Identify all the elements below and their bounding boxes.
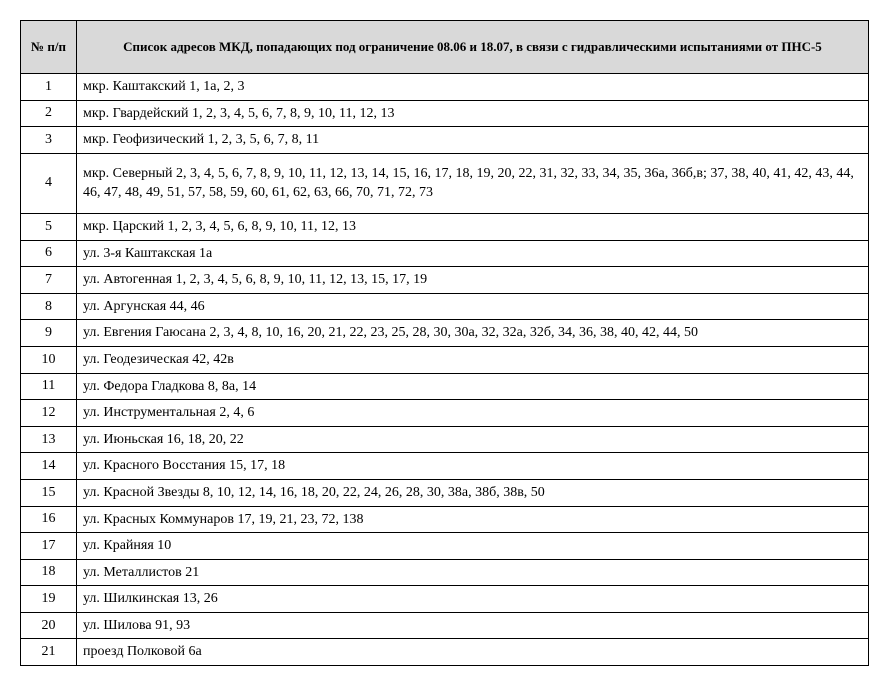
row-address: мкр. Гвардейский 1, 2, 3, 4, 5, 6, 7, 8,… [77, 100, 869, 127]
row-number: 1 [21, 74, 77, 101]
row-address: мкр. Северный 2, 3, 4, 5, 6, 7, 8, 9, 10… [77, 153, 869, 213]
row-number: 20 [21, 612, 77, 639]
row-address: ул. Шилкинская 13, 26 [77, 586, 869, 613]
table-row: 17ул. Крайняя 10 [21, 533, 869, 560]
row-number: 17 [21, 533, 77, 560]
table-row: 5мкр. Царский 1, 2, 3, 4, 5, 6, 8, 9, 10… [21, 213, 869, 240]
table-row: 9ул. Евгения Гаюсана 2, 3, 4, 8, 10, 16,… [21, 320, 869, 347]
row-address: ул. Красного Восстания 15, 17, 18 [77, 453, 869, 480]
row-address: ул. Евгения Гаюсана 2, 3, 4, 8, 10, 16, … [77, 320, 869, 347]
row-number: 4 [21, 153, 77, 213]
table-header-row: № п/п Список адресов МКД, попадающих под… [21, 21, 869, 74]
table-row: 10ул. Геодезическая 42, 42в [21, 346, 869, 373]
row-number: 5 [21, 213, 77, 240]
table-row: 2мкр. Гвардейский 1, 2, 3, 4, 5, 6, 7, 8… [21, 100, 869, 127]
table-row: 7ул. Автогенная 1, 2, 3, 4, 5, 6, 8, 9, … [21, 267, 869, 294]
row-number: 3 [21, 127, 77, 154]
table-row: 18ул. Металлистов 21 [21, 559, 869, 586]
row-number: 11 [21, 373, 77, 400]
row-number: 2 [21, 100, 77, 127]
row-number: 16 [21, 506, 77, 533]
header-num: № п/п [21, 21, 77, 74]
row-number: 7 [21, 267, 77, 294]
row-address: ул. Крайняя 10 [77, 533, 869, 560]
row-address: ул. Аргунская 44, 46 [77, 293, 869, 320]
row-address: ул. 3-я Каштакская 1а [77, 240, 869, 267]
header-title: Список адресов МКД, попадающих под огран… [77, 21, 869, 74]
table-row: 21проезд Полковой 6а [21, 639, 869, 666]
table-row: 1мкр. Каштакский 1, 1а, 2, 3 [21, 74, 869, 101]
row-address: ул. Красных Коммунаров 17, 19, 21, 23, 7… [77, 506, 869, 533]
row-number: 14 [21, 453, 77, 480]
row-address: мкр. Царский 1, 2, 3, 4, 5, 6, 8, 9, 10,… [77, 213, 869, 240]
row-address: мкр. Каштакский 1, 1а, 2, 3 [77, 74, 869, 101]
address-table: № п/п Список адресов МКД, попадающих под… [20, 20, 869, 666]
row-number: 9 [21, 320, 77, 347]
table-row: 19ул. Шилкинская 13, 26 [21, 586, 869, 613]
row-number: 6 [21, 240, 77, 267]
table-row: 6ул. 3-я Каштакская 1а [21, 240, 869, 267]
row-address: мкр. Геофизический 1, 2, 3, 5, 6, 7, 8, … [77, 127, 869, 154]
table-row: 4мкр. Северный 2, 3, 4, 5, 6, 7, 8, 9, 1… [21, 153, 869, 213]
row-number: 18 [21, 559, 77, 586]
row-address: ул. Металлистов 21 [77, 559, 869, 586]
row-address: ул. Шилова 91, 93 [77, 612, 869, 639]
table-row: 14ул. Красного Восстания 15, 17, 18 [21, 453, 869, 480]
row-address: ул. Июньская 16, 18, 20, 22 [77, 426, 869, 453]
table-row: 3мкр. Геофизический 1, 2, 3, 5, 6, 7, 8,… [21, 127, 869, 154]
row-address: ул. Федора Гладкова 8, 8а, 14 [77, 373, 869, 400]
row-number: 10 [21, 346, 77, 373]
row-number: 8 [21, 293, 77, 320]
row-number: 15 [21, 479, 77, 506]
table-body: 1мкр. Каштакский 1, 1а, 2, 32мкр. Гварде… [21, 74, 869, 666]
row-address: ул. Инструментальная 2, 4, 6 [77, 400, 869, 427]
table-row: 13ул. Июньская 16, 18, 20, 22 [21, 426, 869, 453]
table-row: 12ул. Инструментальная 2, 4, 6 [21, 400, 869, 427]
row-address: проезд Полковой 6а [77, 639, 869, 666]
row-number: 13 [21, 426, 77, 453]
row-address: ул. Красной Звезды 8, 10, 12, 14, 16, 18… [77, 479, 869, 506]
table-row: 8ул. Аргунская 44, 46 [21, 293, 869, 320]
row-address: ул. Автогенная 1, 2, 3, 4, 5, 6, 8, 9, 1… [77, 267, 869, 294]
row-number: 21 [21, 639, 77, 666]
row-number: 12 [21, 400, 77, 427]
table-row: 16ул. Красных Коммунаров 17, 19, 21, 23,… [21, 506, 869, 533]
table-row: 11ул. Федора Гладкова 8, 8а, 14 [21, 373, 869, 400]
row-number: 19 [21, 586, 77, 613]
row-address: ул. Геодезическая 42, 42в [77, 346, 869, 373]
table-row: 20ул. Шилова 91, 93 [21, 612, 869, 639]
table-row: 15ул. Красной Звезды 8, 10, 12, 14, 16, … [21, 479, 869, 506]
